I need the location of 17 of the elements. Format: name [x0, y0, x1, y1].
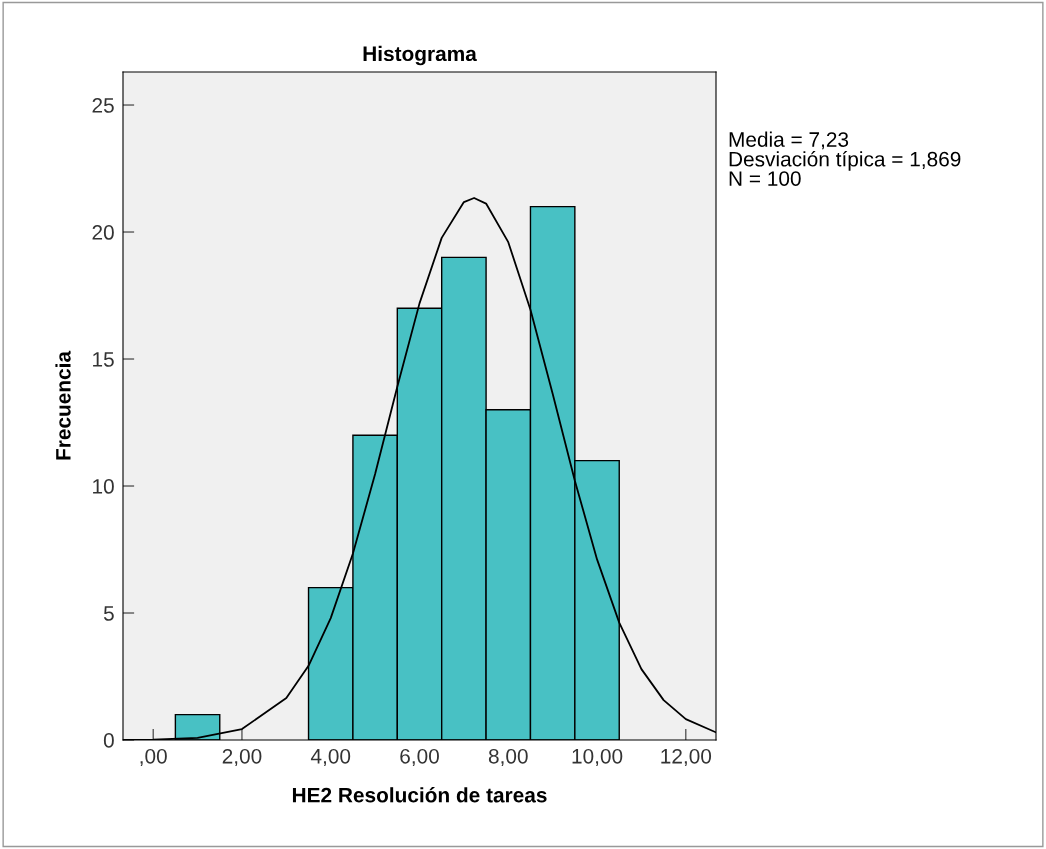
- text: Media = 7,23 Desviación típica = 1,869 N = 100: [729, 131, 961, 186]
- y-tick-label: 10: [93, 479, 114, 494]
- x-tick-label: ,00: [140, 748, 167, 767]
- x-tick-label: 4,00: [310, 748, 351, 767]
- y-tick-label: 0: [103, 733, 114, 748]
- y-tick-label: 5: [103, 606, 114, 621]
- x-axis-title: HE2 Resolución de tareas: [292, 787, 547, 803]
- x-tick-label: 10,00: [572, 748, 623, 767]
- chart-title: Histograma: [363, 45, 477, 66]
- x-tick-label: 8,00: [488, 748, 528, 767]
- y-tick-label: 25: [92, 98, 114, 113]
- y-tick-label: 20: [92, 225, 114, 240]
- y-tick-label: 15: [93, 352, 114, 367]
- x-tick-label: 6,00: [400, 748, 439, 767]
- y-axis-title: Frecuencia: [55, 350, 71, 460]
- x-tick-label: 12,00: [661, 748, 712, 767]
- x-tick-label: 2,00: [222, 748, 262, 767]
